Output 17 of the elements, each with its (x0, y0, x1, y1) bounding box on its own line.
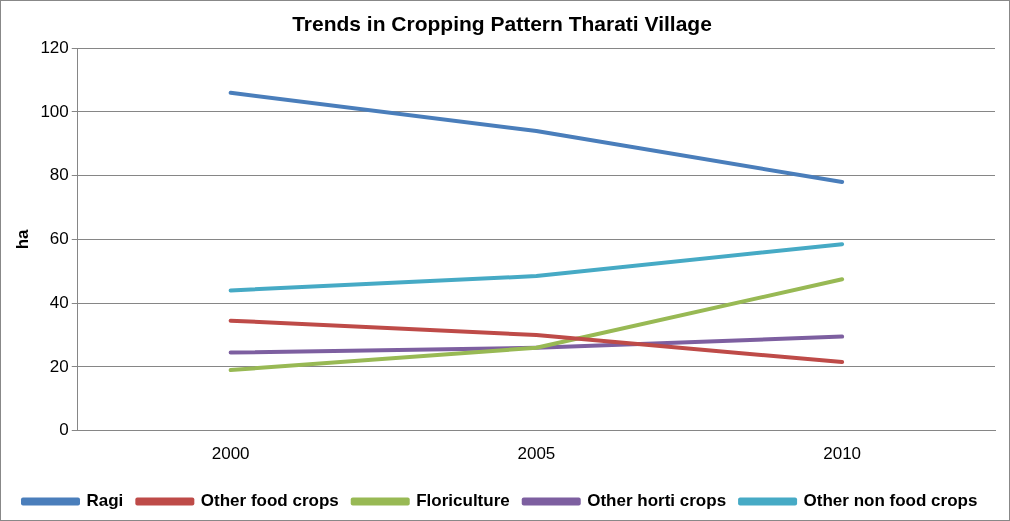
x-tick-label: 2010 (823, 444, 862, 464)
legend-label: Other horti crops (587, 491, 727, 511)
x-tick-label: 2005 (517, 444, 556, 464)
y-tick-label: 80 (49, 165, 69, 185)
legend-label: Other non food crops (803, 491, 978, 511)
chart-title: Trends in Cropping Pattern Tharati Village (292, 12, 712, 36)
y-tick-label: 120 (40, 37, 69, 57)
legend-label: Ragi (86, 491, 124, 511)
y-tick-label: 40 (49, 292, 69, 312)
legend-label: Floriculture (416, 491, 510, 511)
x-tick-label: 2000 (211, 444, 250, 464)
y-tick-label: 20 (49, 356, 69, 376)
y-tick-label: 0 (59, 420, 69, 440)
y-tick-label: 60 (49, 229, 69, 249)
y-axis-title: ha (12, 228, 32, 250)
legend-label: Other food crops (200, 491, 339, 511)
y-tick-label: 100 (40, 101, 69, 121)
